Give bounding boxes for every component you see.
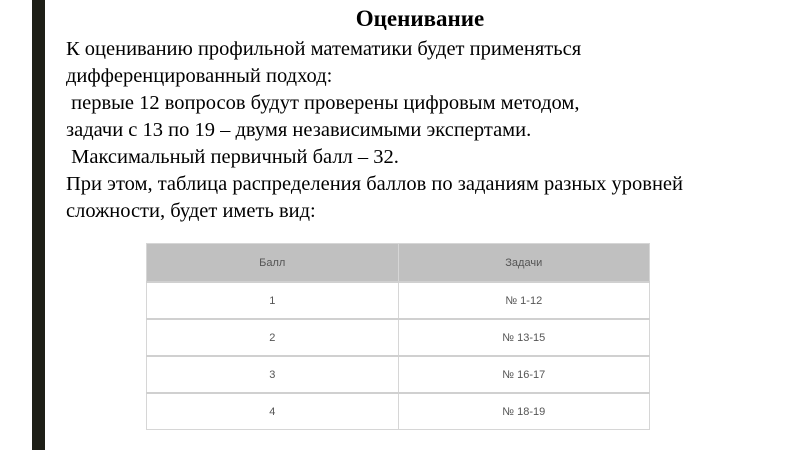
header-score: Балл: [146, 243, 399, 283]
score-cell: 2: [146, 318, 399, 357]
score-cell: 3: [146, 355, 399, 394]
table-row: 2 № 13-15: [146, 318, 650, 357]
body-line: задачи с 13 по 19 – двумя независимыми э…: [66, 119, 532, 141]
tasks-cell: № 18-19: [397, 392, 650, 430]
tasks-cell: № 13-15: [397, 318, 650, 357]
body-line: Максимальный первичный балл – 32.: [66, 146, 399, 168]
slide-title: Оценивание: [355, 6, 485, 31]
score-cell: 4: [146, 392, 399, 430]
slide-body: К оцениванию профильной математики будет…: [66, 36, 786, 225]
body-line: сложности, будет иметь вид:: [66, 200, 316, 222]
table-row: 3 № 16-17: [146, 355, 650, 394]
body-line: При этом, таблица распределения баллов п…: [66, 173, 683, 195]
body-line: дифференцированный подход:: [66, 65, 333, 87]
score-table: Балл Задачи 1 № 1-12 2 № 13-15 3 № 16-17…: [146, 243, 650, 430]
body-line: К оцениванию профильной математики будет…: [66, 38, 582, 60]
table-row: 1 № 1-12: [146, 281, 650, 320]
score-cell: 1: [146, 281, 399, 320]
table-row: 4 № 18-19: [146, 392, 650, 430]
header-tasks: Задачи: [397, 243, 650, 283]
tasks-cell: № 1-12: [397, 281, 650, 320]
side-accent-bar: [32, 0, 45, 450]
body-line: первые 12 вопросов будут проверены цифро…: [66, 92, 580, 114]
tasks-cell: № 16-17: [397, 355, 650, 394]
table-header-row: Балл Задачи: [146, 243, 650, 283]
